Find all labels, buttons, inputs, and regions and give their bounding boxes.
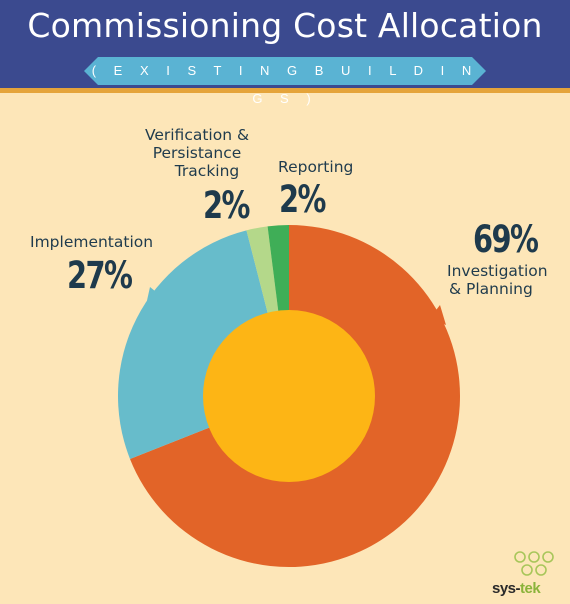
reporting-value: 2%: [279, 178, 326, 221]
header-bar: Commissioning Cost Allocation ( E X I S …: [0, 0, 570, 106]
investigation-label-line: Investigation: [447, 262, 548, 280]
investigation-value: 69%: [473, 218, 539, 261]
systek-logo-text: sys-tek: [492, 580, 541, 597]
implementation-pointer: [146, 287, 166, 305]
verification-label-line: Tracking: [174, 162, 240, 180]
logo-prefix: sys-: [492, 580, 521, 597]
logo-suffix: tek: [520, 580, 541, 597]
subtitle-banner: ( E X I S T I N G B U I L D I N G S ): [84, 57, 486, 106]
verification-value: 2%: [203, 184, 250, 227]
investigation-pointer: [430, 305, 446, 325]
page-title: Commissioning Cost Allocation: [27, 6, 543, 45]
systek-logo-icon: [514, 551, 554, 576]
investigation-label: Investigation & Planning: [447, 262, 548, 298]
verification-label-line: Persistance: [152, 144, 242, 162]
reporting-label: Reporting: [278, 158, 354, 176]
verification-label-line: Verification &: [144, 126, 250, 144]
investigation-label-line: & Planning: [449, 280, 533, 298]
verification-label: Verification & Persistance Tracking: [142, 126, 252, 180]
implementation-value: 27%: [67, 254, 133, 297]
banner-shape: [84, 57, 486, 85]
center-disc: [203, 310, 375, 482]
implementation-label: Implementation: [30, 233, 154, 251]
subtitle: ( E X I S T I N G B U I L D I N G S ): [91, 63, 479, 106]
